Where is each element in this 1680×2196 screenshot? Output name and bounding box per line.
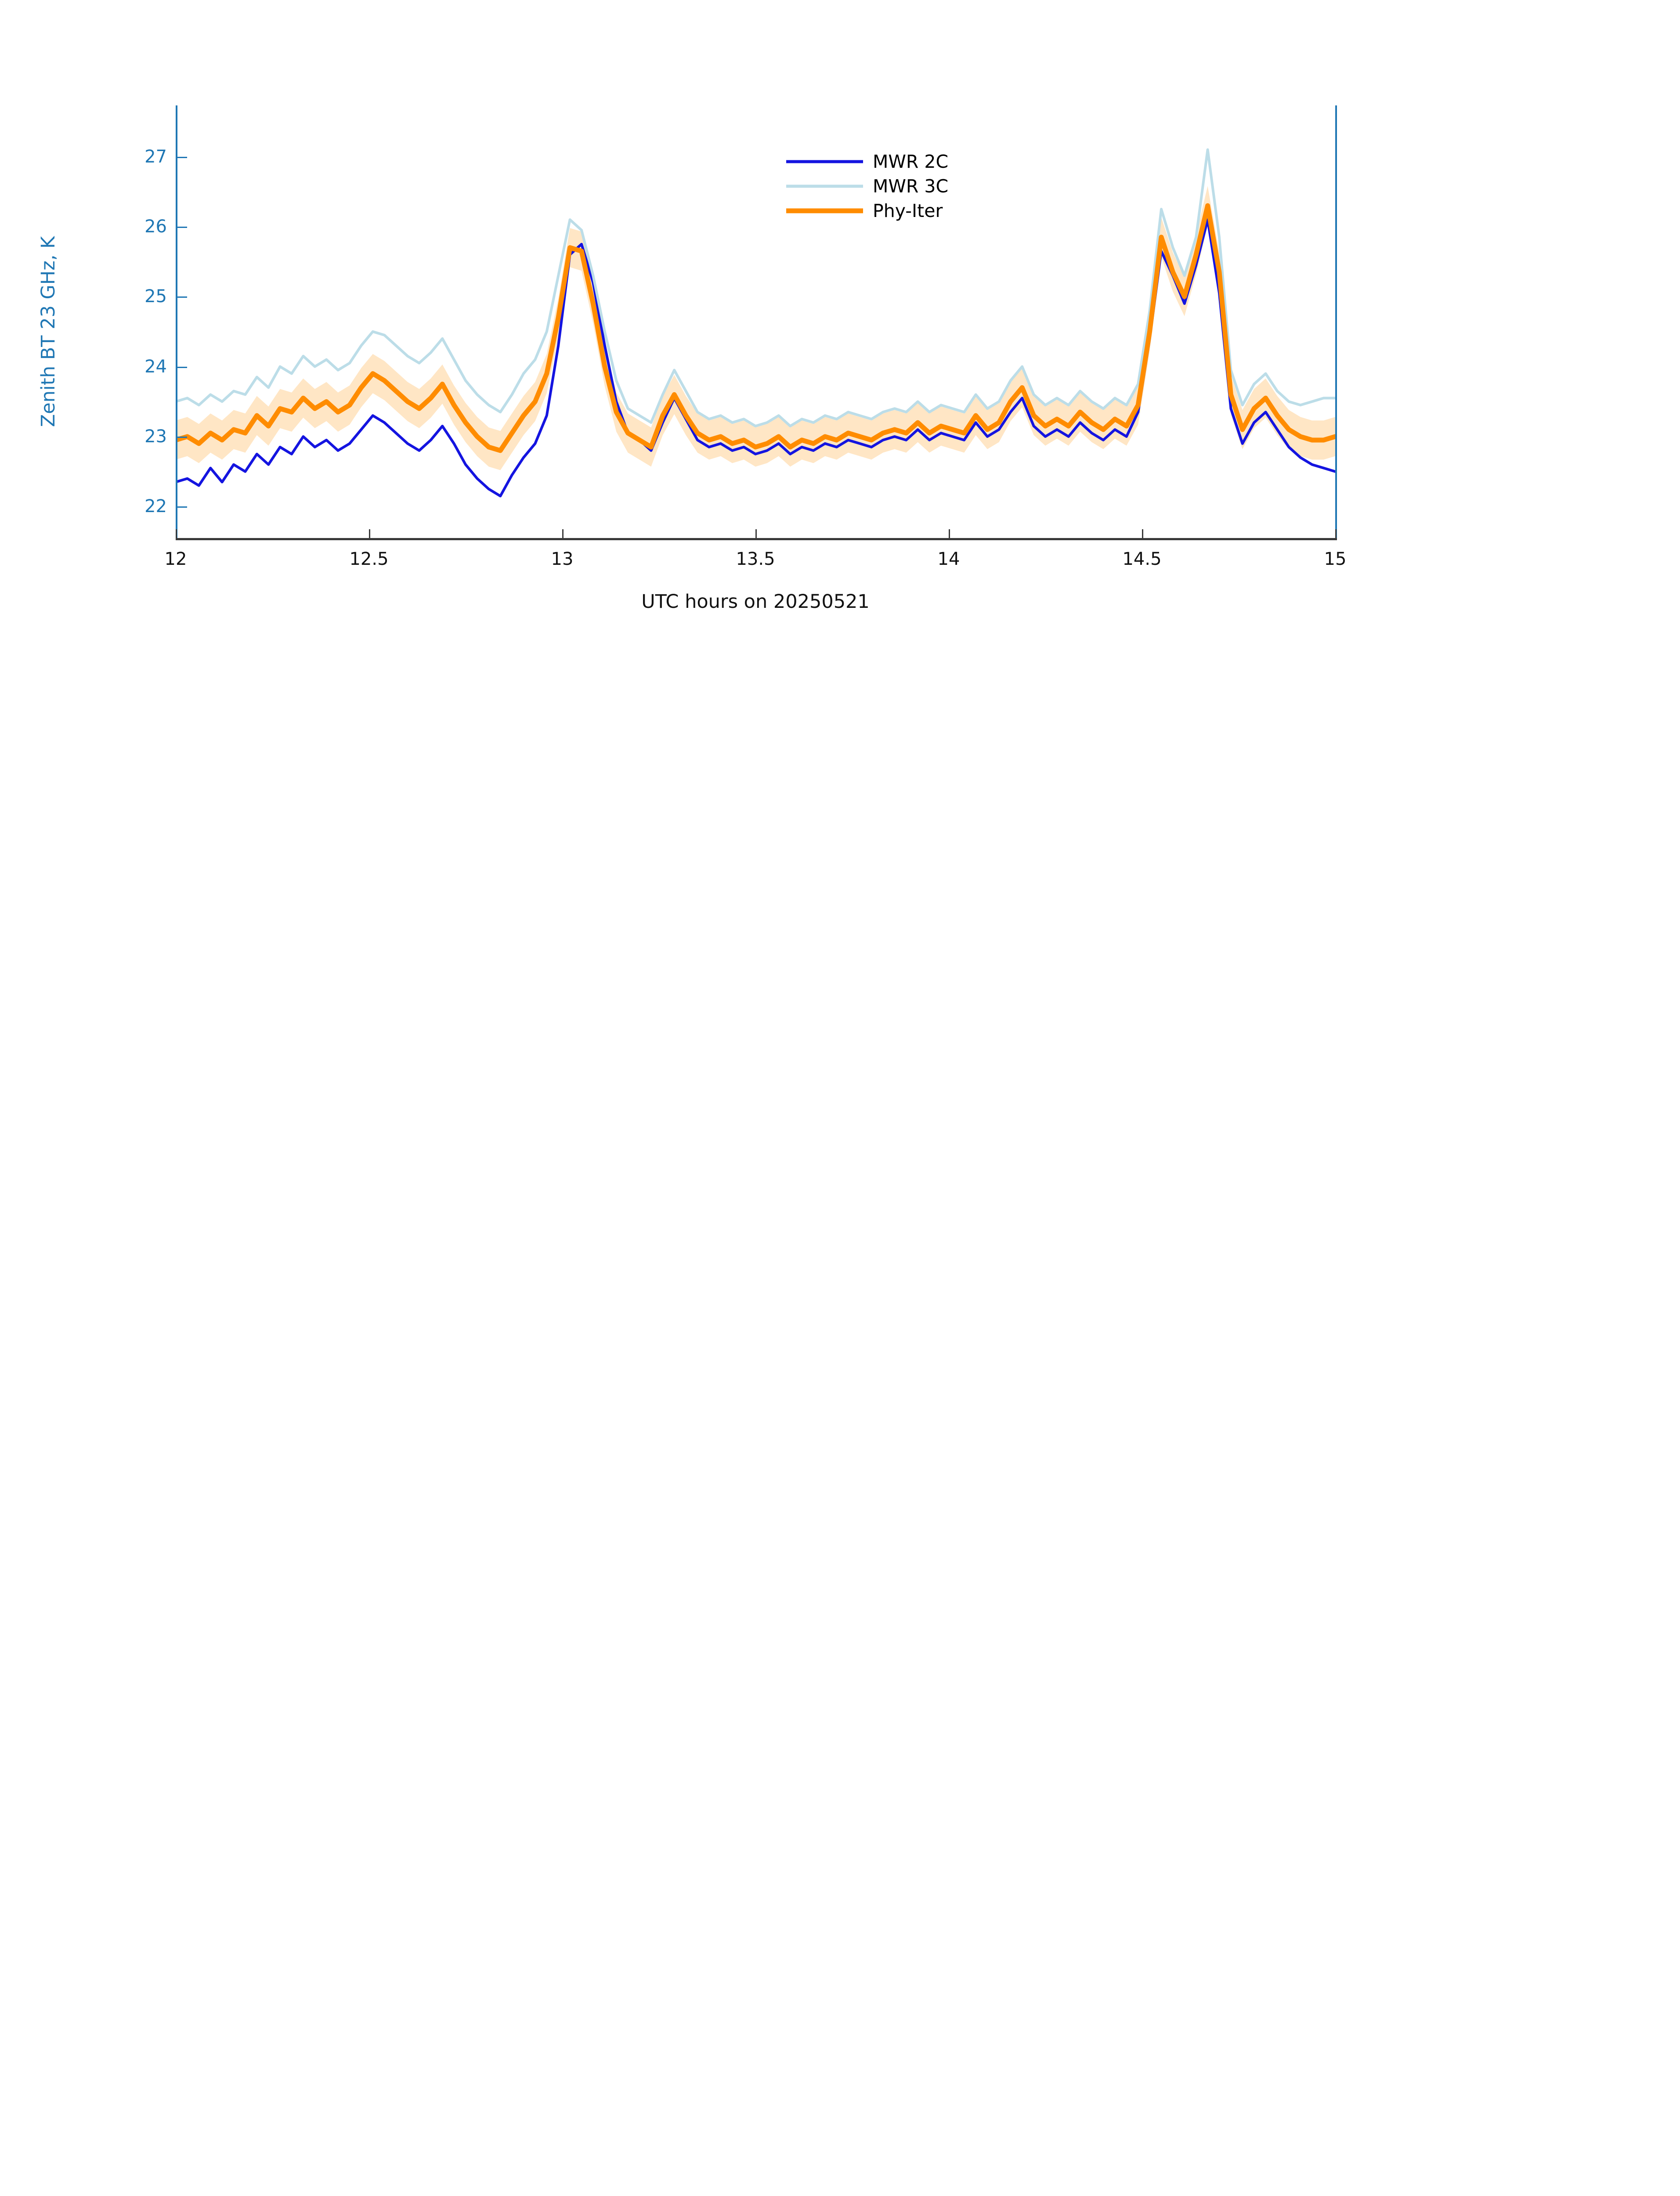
y-tick-label: 27: [145, 146, 167, 167]
plot-area-0: [176, 125, 1335, 538]
series-line: [176, 148, 1335, 428]
y-tick-label: 24: [145, 356, 167, 377]
y-tick-label: 25: [145, 286, 167, 307]
x-axis-line: [176, 538, 1337, 540]
legend-panel-0: MWR 2C MWR 3C Phy-Iter: [786, 149, 948, 223]
x-tickmark: [369, 529, 370, 538]
x-tick-label: 12.5: [349, 549, 389, 569]
legend-label: MWR 2C: [873, 151, 949, 172]
legend-item: Phy-Iter: [786, 199, 948, 223]
x-tick-label: 14: [937, 549, 960, 569]
x-tick-label: 14.5: [1122, 549, 1162, 569]
y-tick-label: 23: [145, 426, 167, 447]
y-tickmark: [177, 156, 187, 158]
x-tickmark: [176, 529, 177, 538]
x-tickmark: [1142, 529, 1143, 538]
y-tickmark: [177, 296, 187, 298]
legend-line: [786, 160, 863, 163]
x-tick-label: 13.5: [736, 549, 775, 569]
legend-label: Phy-Iter: [873, 200, 943, 221]
legend-item: MWR 3C: [786, 174, 948, 199]
y-tickmark: [177, 436, 187, 438]
y-tickmark: [177, 366, 187, 368]
x-tickmark: [562, 529, 564, 538]
y-axis-line-right: [1335, 105, 1337, 538]
y-tickmark: [177, 506, 187, 508]
x-tickmark: [1335, 529, 1337, 538]
legend-line: [786, 184, 863, 188]
series-line: [176, 203, 1335, 453]
y-tick-label: 26: [145, 217, 167, 237]
x-tickmark: [949, 529, 950, 538]
x-tick-label: 13: [551, 549, 574, 569]
legend-line: [786, 208, 863, 213]
legend-item: MWR 2C: [786, 149, 948, 174]
y-tickmark: [177, 227, 187, 228]
x-tick-label: 12: [164, 549, 187, 569]
plot-area-1: [176, 624, 1335, 1019]
y-axis-line: [176, 105, 177, 538]
x-tick-label: 15: [1324, 549, 1347, 569]
x-axis-label: UTC hours on 20250521: [641, 591, 870, 613]
y-tick-label: 22: [145, 496, 167, 517]
x-tickmark: [755, 529, 757, 538]
series-layer-0: [176, 148, 1335, 498]
legend-label: MWR 3C: [873, 175, 949, 197]
series-layer-1: [176, 624, 1335, 1019]
